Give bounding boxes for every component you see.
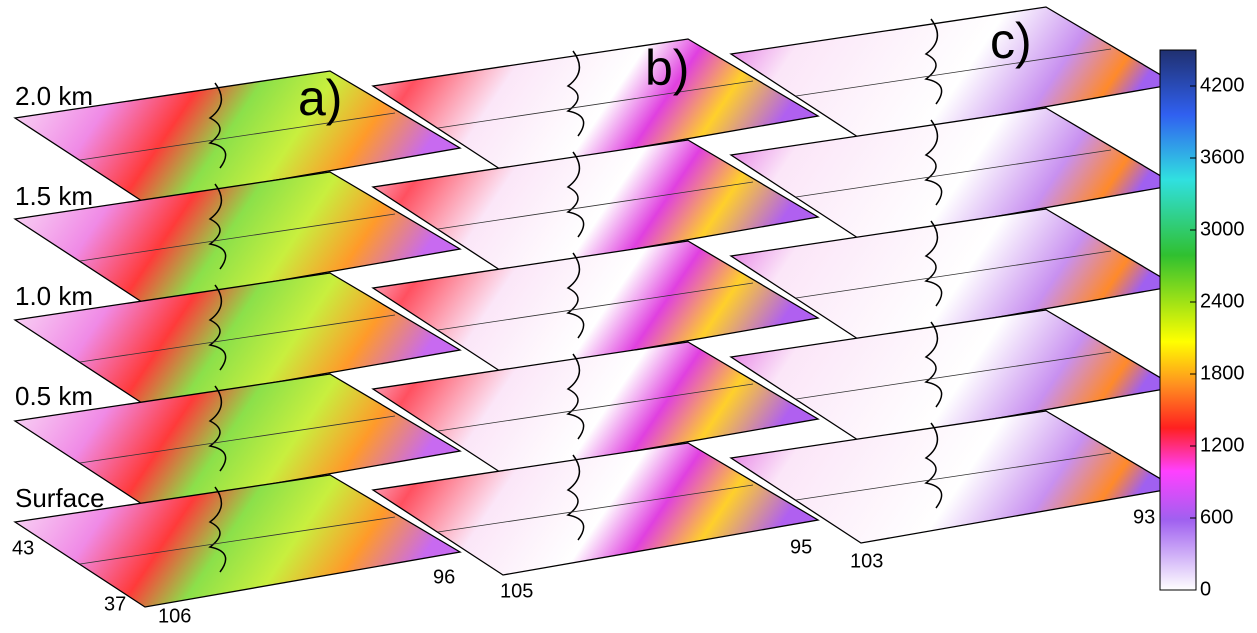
colorbar-tick-label: 3000 [1200,218,1245,240]
level-label: 2.0 km [15,81,93,111]
level-label: Surface [15,483,105,513]
colorbar-tick-label: 600 [1200,506,1233,528]
corner-label: 106 [158,605,191,627]
corner-label: 37 [104,593,126,615]
level-label: 1.5 km [15,181,93,211]
colorbar-ticks: 0 600 1200 1800 2400 3000 3600 4200 [1190,74,1245,600]
colorbar-tick-label: 1800 [1200,362,1245,384]
panel-label: a) [298,70,342,126]
colorbar-tick-label: 2400 [1200,290,1245,312]
corner-label: 43 [12,537,34,559]
panel-label: b) [645,40,689,96]
level-label: 1.0 km [15,281,93,311]
corner-label: 105 [500,580,533,602]
colorbar-tick-label: 1200 [1200,434,1245,456]
level-label: 0.5 km [15,381,93,411]
panel-label: c) [990,13,1032,69]
corner-label: 103 [850,550,883,572]
map-slices [15,7,1176,607]
colorbar-tick-label: 0 [1200,578,1211,600]
figure: 2.0 km 1.5 km 1.0 km 0.5 km Surface a) b… [0,0,1257,628]
corner-label: 95 [790,536,812,558]
colorbar [1160,50,1196,590]
colorbar-tick-label: 3600 [1200,146,1245,168]
colorbar-tick-label: 4200 [1200,74,1245,96]
corner-label: 93 [1133,506,1155,528]
corner-label: 96 [433,566,455,588]
